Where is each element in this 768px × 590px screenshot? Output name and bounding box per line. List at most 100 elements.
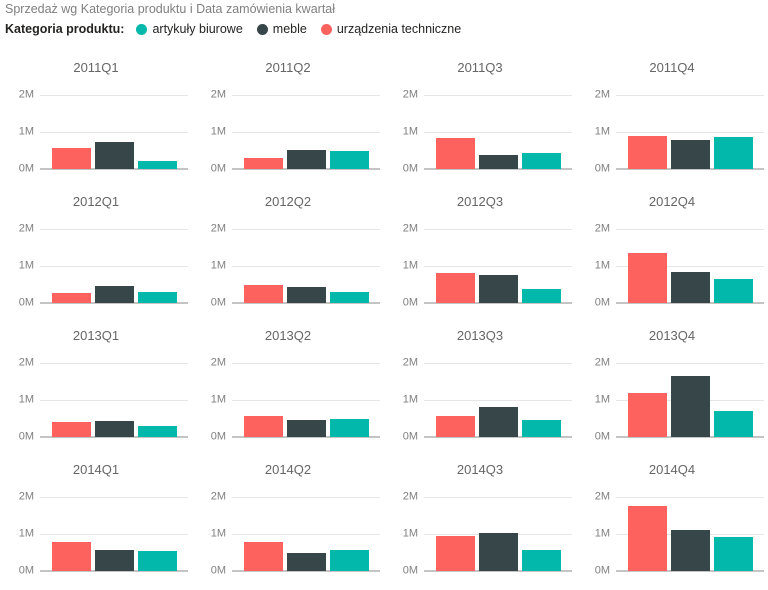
bar[interactable] [243, 157, 283, 169]
plot-area [424, 229, 572, 304]
small-multiple-title: 2014Q3 [456, 462, 504, 477]
bar[interactable] [670, 272, 710, 303]
y-axis-tick-1m: 1M [594, 527, 610, 540]
bar[interactable] [435, 415, 475, 437]
x-axis-line [40, 302, 188, 304]
bar[interactable] [713, 137, 753, 169]
y-axis-tick-0m: 0M [210, 296, 226, 309]
bar[interactable] [478, 274, 518, 303]
y-axis-tick-0m: 0M [18, 430, 34, 443]
bar[interactable] [329, 549, 369, 571]
small-multiple-title: 2011Q1 [73, 60, 119, 75]
bar-group [40, 229, 188, 303]
bar[interactable] [51, 147, 91, 169]
bar[interactable] [627, 136, 667, 169]
bar[interactable] [521, 288, 561, 303]
bar[interactable] [94, 286, 134, 303]
y-axis-tick-2m: 2M [18, 222, 34, 235]
bar[interactable] [435, 272, 475, 303]
plot: 2M 1M 0M [390, 89, 572, 174]
plot: 2M 1M 0M [582, 491, 764, 576]
y-axis-tick-0m: 0M [594, 296, 610, 309]
y-axis-tick-0m: 0M [402, 564, 418, 577]
legend-item-label: meble [272, 22, 307, 36]
small-multiple-title: 2012Q4 [648, 194, 696, 209]
bar[interactable] [329, 150, 369, 169]
bar[interactable] [137, 426, 177, 437]
plot: 2M 1M 0M [198, 491, 380, 576]
gridline [616, 95, 764, 96]
bar[interactable] [243, 542, 283, 571]
y-axis-tick-2m: 2M [210, 222, 226, 235]
bar[interactable] [478, 407, 518, 437]
small-multiple-title: 2012Q3 [456, 194, 504, 209]
bar[interactable] [670, 375, 710, 437]
bar[interactable] [435, 137, 475, 169]
bar[interactable] [51, 422, 91, 437]
bar[interactable] [521, 420, 561, 437]
bar[interactable] [627, 392, 667, 437]
plot-area [424, 95, 572, 170]
bar[interactable] [286, 419, 326, 437]
bar[interactable] [627, 253, 667, 303]
small-multiple-title: 2014Q1 [72, 462, 120, 477]
bar[interactable] [713, 536, 753, 571]
bar[interactable] [521, 153, 561, 169]
bar[interactable] [137, 292, 177, 303]
y-axis-tick-1m: 1M [402, 393, 418, 406]
bar[interactable] [286, 150, 326, 169]
gridline [424, 229, 572, 230]
small-multiple-2014Q3: 2014Q3 2M 1M 0M [384, 456, 576, 590]
small-multiple-2011Q4: 2011Q4 2M 1M 0M [576, 54, 768, 188]
bar[interactable] [51, 542, 91, 571]
plot: 2M 1M 0M [6, 223, 188, 308]
bar[interactable] [286, 287, 326, 303]
legend-item[interactable]: urządzenia techniczne [320, 22, 461, 36]
bar-group [616, 497, 764, 571]
plot: 2M 1M 0M [6, 357, 188, 442]
bar[interactable] [137, 160, 177, 169]
gridline [616, 363, 764, 364]
legend-item[interactable]: meble [256, 22, 307, 36]
bar[interactable] [478, 155, 518, 169]
gridline [40, 497, 188, 498]
bar[interactable] [243, 415, 283, 437]
small-multiple-title: 2014Q4 [648, 462, 696, 477]
bar[interactable] [478, 533, 518, 571]
bar[interactable] [137, 550, 177, 571]
bar[interactable] [521, 549, 561, 571]
x-axis-line [424, 436, 572, 438]
bar[interactable] [713, 410, 753, 437]
bar-group [40, 363, 188, 437]
y-axis-tick-1m: 1M [18, 259, 34, 272]
bar[interactable] [94, 549, 134, 571]
bar[interactable] [713, 278, 753, 303]
bar[interactable] [435, 535, 475, 571]
bar[interactable] [243, 284, 283, 303]
y-axis-tick-0m: 0M [18, 296, 34, 309]
bar-group [40, 95, 188, 169]
y-axis-tick-1m: 1M [18, 527, 34, 540]
bar[interactable] [286, 553, 326, 571]
y-axis-tick-1m: 1M [210, 393, 226, 406]
y-axis-tick-1m: 1M [594, 259, 610, 272]
bar[interactable] [670, 530, 710, 571]
y-axis-tick-1m: 1M [594, 393, 610, 406]
small-multiple-title: 2013Q1 [72, 328, 120, 343]
plot: 2M 1M 0M [198, 89, 380, 174]
y-axis-tick-2m: 2M [210, 490, 226, 503]
bar-group [232, 95, 380, 169]
bar[interactable] [51, 293, 91, 303]
bar[interactable] [94, 142, 134, 169]
legend-item[interactable]: artykuły biurowe [136, 22, 243, 36]
y-axis-tick-1m: 1M [18, 393, 34, 406]
y-axis-tick-1m: 1M [18, 125, 34, 138]
bar[interactable] [94, 420, 134, 437]
bar[interactable] [329, 291, 369, 303]
bar-group [616, 229, 764, 303]
plot-area [232, 229, 380, 304]
bar[interactable] [329, 419, 369, 437]
bar[interactable] [670, 140, 710, 169]
bar[interactable] [627, 506, 667, 571]
